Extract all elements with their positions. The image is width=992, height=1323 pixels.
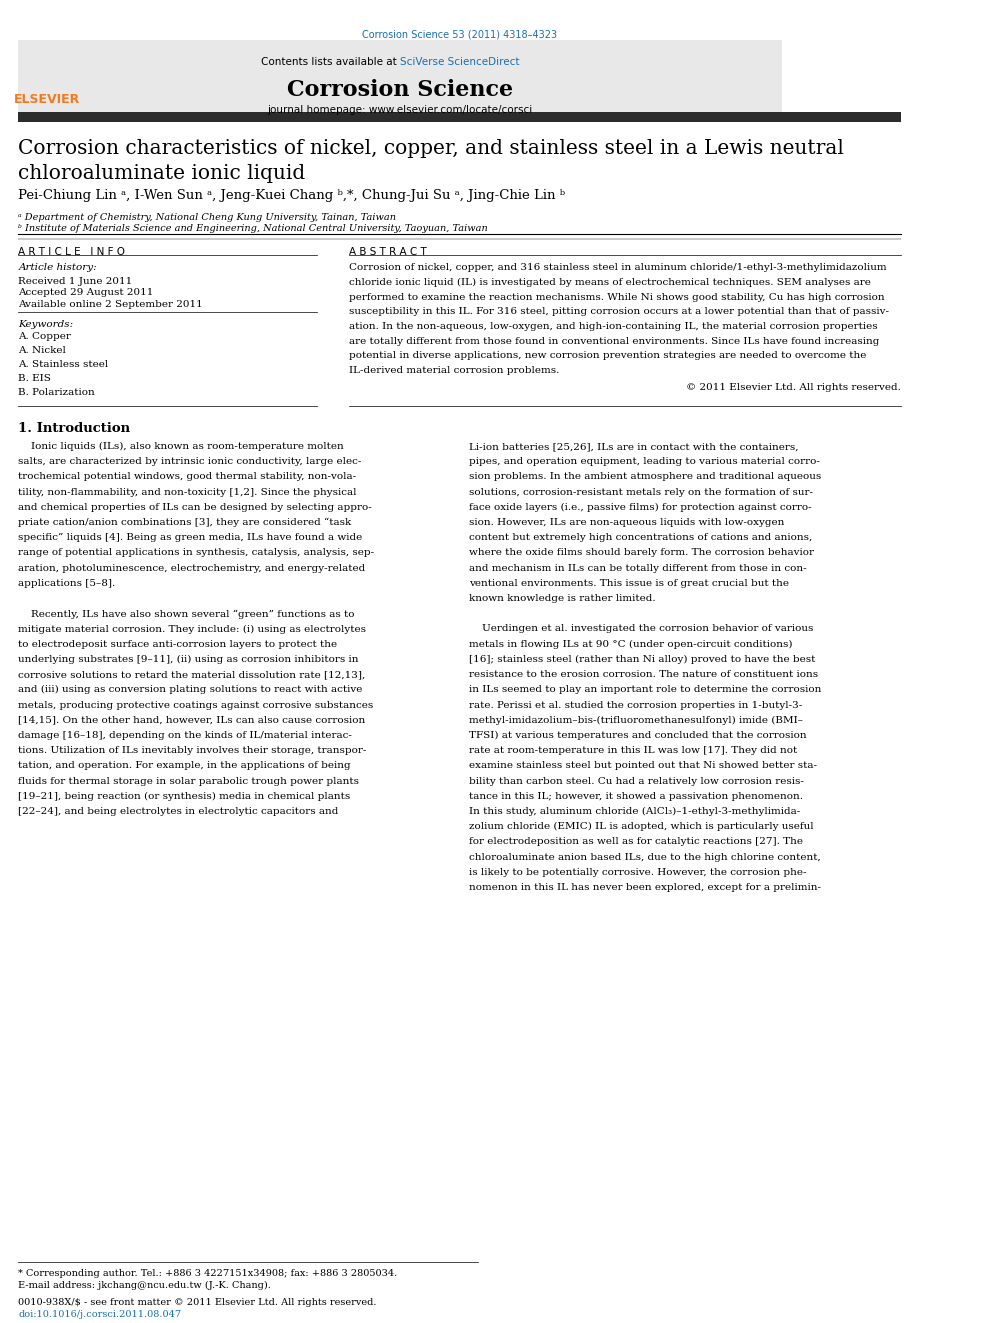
Text: [14,15]. On the other hand, however, ILs can also cause corrosion: [14,15]. On the other hand, however, ILs… [19,716,366,725]
Text: methyl-imidazolium–bis-(trifluoromethanesulfonyl) imide (BMI–: methyl-imidazolium–bis-(trifluoromethane… [469,716,803,725]
Text: sion problems. In the ambient atmosphere and traditional aqueous: sion problems. In the ambient atmosphere… [469,472,821,482]
Text: A. Copper: A. Copper [19,332,71,341]
Text: sion. However, ILs are non-aqueous liquids with low-oxygen: sion. However, ILs are non-aqueous liqui… [469,517,785,527]
Text: E-mail address: jkchang@ncu.edu.tw (J.-K. Chang).: E-mail address: jkchang@ncu.edu.tw (J.-K… [19,1281,271,1290]
Text: metals, producing protective coatings against corrosive substances: metals, producing protective coatings ag… [19,700,374,709]
Text: 1. Introduction: 1. Introduction [19,422,131,435]
Text: zolium chloride (EMIC) IL is adopted, which is particularly useful: zolium chloride (EMIC) IL is adopted, wh… [469,822,813,831]
Text: metals in flowing ILs at 90 °C (under open-circuit conditions): metals in flowing ILs at 90 °C (under op… [469,639,793,648]
Text: resistance to the erosion corrosion. The nature of constituent ions: resistance to the erosion corrosion. The… [469,669,818,679]
Text: trochemical potential windows, good thermal stability, non-vola-: trochemical potential windows, good ther… [19,472,356,482]
Text: examine stainless steel but pointed out that Ni showed better sta-: examine stainless steel but pointed out … [469,761,817,770]
Text: Pei-Chiung Lin ᵃ, I-Wen Sun ᵃ, Jeng-Kuei Chang ᵇ,*, Chung-Jui Su ᵃ, Jing-Chie Li: Pei-Chiung Lin ᵃ, I-Wen Sun ᵃ, Jeng-Kuei… [19,189,565,202]
Text: Corrosion of nickel, copper, and 316 stainless steel in aluminum chloride/1-ethy: Corrosion of nickel, copper, and 316 sta… [349,263,887,273]
Text: Ionic liquids (ILs), also known as room-temperature molten: Ionic liquids (ILs), also known as room-… [19,442,344,451]
Text: * Corresponding author. Tel.: +886 3 4227151x34908; fax: +886 3 2805034.: * Corresponding author. Tel.: +886 3 422… [19,1269,398,1278]
Text: journal homepage: www.elsevier.com/locate/corsci: journal homepage: www.elsevier.com/locat… [268,105,533,115]
Text: tility, non-flammability, and non-toxicity [1,2]. Since the physical: tility, non-flammability, and non-toxici… [19,487,357,496]
Text: Corrosion characteristics of nickel, copper, and stainless steel in a Lewis neut: Corrosion characteristics of nickel, cop… [19,139,844,157]
Text: content but extremely high concentrations of cations and anions,: content but extremely high concentration… [469,533,812,542]
Text: A. Nickel: A. Nickel [19,345,66,355]
Text: specific” liquids [4]. Being as green media, ILs have found a wide: specific” liquids [4]. Being as green me… [19,533,363,542]
Text: solutions, corrosion-resistant metals rely on the formation of sur-: solutions, corrosion-resistant metals re… [469,487,813,496]
Text: performed to examine the reaction mechanisms. While Ni shows good stability, Cu : performed to examine the reaction mechan… [349,292,885,302]
Text: chloride ionic liquid (IL) is investigated by means of electrochemical technique: chloride ionic liquid (IL) is investigat… [349,278,871,287]
Text: and (iii) using as conversion plating solutions to react with active: and (iii) using as conversion plating so… [19,685,363,695]
Text: bility than carbon steel. Cu had a relatively low corrosion resis-: bility than carbon steel. Cu had a relat… [469,777,804,786]
Text: chloroaluminate ionic liquid: chloroaluminate ionic liquid [19,164,306,183]
Text: aration, photoluminescence, electrochemistry, and energy-related: aration, photoluminescence, electrochemi… [19,564,366,573]
Text: Corrosion Science: Corrosion Science [287,79,513,102]
Text: doi:10.1016/j.corsci.2011.08.047: doi:10.1016/j.corsci.2011.08.047 [19,1310,182,1319]
Text: is likely to be potentially corrosive. However, the corrosion phe-: is likely to be potentially corrosive. H… [469,868,806,877]
Text: Uerdingen et al. investigated the corrosion behavior of various: Uerdingen et al. investigated the corros… [469,624,813,634]
Text: tance in this IL; however, it showed a passivation phenomenon.: tance in this IL; however, it showed a p… [469,791,803,800]
Text: tation, and operation. For example, in the applications of being: tation, and operation. For example, in t… [19,761,351,770]
Text: Accepted 29 August 2011: Accepted 29 August 2011 [19,288,154,298]
Text: © 2011 Elsevier Ltd. All rights reserved.: © 2011 Elsevier Ltd. All rights reserved… [686,384,901,393]
Text: tions. Utilization of ILs inevitably involves their storage, transpor-: tions. Utilization of ILs inevitably inv… [19,746,367,755]
Text: A. Stainless steel: A. Stainless steel [19,360,109,369]
Text: salts, are characterized by intrinsic ionic conductivity, large elec-: salts, are characterized by intrinsic io… [19,456,362,466]
Text: 0010-938X/$ - see front matter © 2011 Elsevier Ltd. All rights reserved.: 0010-938X/$ - see front matter © 2011 El… [19,1298,377,1307]
Text: pipes, and operation equipment, leading to various material corro-: pipes, and operation equipment, leading … [469,456,819,466]
Text: [22–24], and being electrolytes in electrolytic capacitors and: [22–24], and being electrolytes in elect… [19,807,338,816]
Text: are totally different from those found in conventional environments. Since ILs h: are totally different from those found i… [349,336,880,345]
Text: B. EIS: B. EIS [19,373,52,382]
Text: IL-derived material corrosion problems.: IL-derived material corrosion problems. [349,366,559,376]
FancyBboxPatch shape [19,112,901,122]
Text: underlying substrates [9–11], (ii) using as corrosion inhibitors in: underlying substrates [9–11], (ii) using… [19,655,359,664]
Text: B. Polarization: B. Polarization [19,388,95,397]
Text: ation. In the non-aqueous, low-oxygen, and high-ion-containing IL, the material : ation. In the non-aqueous, low-oxygen, a… [349,321,878,331]
Text: Received 1 June 2011: Received 1 June 2011 [19,277,133,286]
Text: corrosive solutions to retard the material dissolution rate [12,13],: corrosive solutions to retard the materi… [19,669,366,679]
Text: Contents lists available at: Contents lists available at [261,57,400,67]
Text: Keywords:: Keywords: [19,320,73,329]
Text: Recently, ILs have also shown several “green” functions as to: Recently, ILs have also shown several “g… [19,609,355,619]
Text: range of potential applications in synthesis, catalysis, analysis, sep-: range of potential applications in synth… [19,548,375,557]
Text: face oxide layers (i.e., passive films) for protection against corro-: face oxide layers (i.e., passive films) … [469,503,811,512]
FancyBboxPatch shape [19,40,782,112]
Text: nomenon in this IL has never been explored, except for a prelimin-: nomenon in this IL has never been explor… [469,882,821,892]
Text: Li-ion batteries [25,26], ILs are in contact with the containers,: Li-ion batteries [25,26], ILs are in con… [469,442,799,451]
Text: susceptibility in this IL. For 316 steel, pitting corrosion occurs at a lower po: susceptibility in this IL. For 316 steel… [349,307,890,316]
Text: damage [16–18], depending on the kinds of IL/material interac-: damage [16–18], depending on the kinds o… [19,730,352,740]
Text: where the oxide films should barely form. The corrosion behavior: where the oxide films should barely form… [469,548,814,557]
Text: potential in diverse applications, new corrosion prevention strategies are neede: potential in diverse applications, new c… [349,352,867,360]
Text: In this study, aluminum chloride (AlCl₃)–1-ethyl-3-methylimida-: In this study, aluminum chloride (AlCl₃)… [469,807,801,816]
Text: Article history:: Article history: [19,263,97,273]
Text: Corrosion Science 53 (2011) 4318–4323: Corrosion Science 53 (2011) 4318–4323 [362,29,558,40]
Text: applications [5–8].: applications [5–8]. [19,578,116,587]
Text: chloroaluminate anion based ILs, due to the high chlorine content,: chloroaluminate anion based ILs, due to … [469,852,820,861]
Text: ELSEVIER: ELSEVIER [14,93,80,106]
Text: for electrodeposition as well as for catalytic reactions [27]. The: for electrodeposition as well as for cat… [469,837,803,847]
Text: A B S T R A C T: A B S T R A C T [349,247,428,258]
Text: [16]; stainless steel (rather than Ni alloy) proved to have the best: [16]; stainless steel (rather than Ni al… [469,655,815,664]
Text: ᵃ Department of Chemistry, National Cheng Kung University, Tainan, Taiwan: ᵃ Department of Chemistry, National Chen… [19,213,397,222]
Text: A R T I C L E   I N F O: A R T I C L E I N F O [19,247,125,258]
Text: mitigate material corrosion. They include: (i) using as electrolytes: mitigate material corrosion. They includ… [19,624,366,634]
Text: to electrodeposit surface anti-corrosion layers to protect the: to electrodeposit surface anti-corrosion… [19,639,337,648]
Text: priate cation/anion combinations [3], they are considered “task: priate cation/anion combinations [3], th… [19,517,351,528]
Text: SciVerse ScienceDirect: SciVerse ScienceDirect [400,57,520,67]
Text: Available online 2 September 2011: Available online 2 September 2011 [19,300,203,310]
Text: and chemical properties of ILs can be designed by selecting appro-: and chemical properties of ILs can be de… [19,503,372,512]
Text: ventional environments. This issue is of great crucial but the: ventional environments. This issue is of… [469,578,789,587]
Text: fluids for thermal storage in solar parabolic trough power plants: fluids for thermal storage in solar para… [19,777,359,786]
Text: and mechanism in ILs can be totally different from those in con-: and mechanism in ILs can be totally diff… [469,564,806,573]
Text: in ILs seemed to play an important role to determine the corrosion: in ILs seemed to play an important role … [469,685,821,695]
Text: [19–21], being reaction (or synthesis) media in chemical plants: [19–21], being reaction (or synthesis) m… [19,791,350,800]
Text: TFSI) at various temperatures and concluded that the corrosion: TFSI) at various temperatures and conclu… [469,730,806,740]
Text: ᵇ Institute of Materials Science and Engineering, National Central University, T: ᵇ Institute of Materials Science and Eng… [19,224,488,233]
Text: rate. Perissi et al. studied the corrosion properties in 1-butyl-3-: rate. Perissi et al. studied the corrosi… [469,700,803,709]
Text: rate at room-temperature in this IL was low [17]. They did not: rate at room-temperature in this IL was … [469,746,798,755]
Text: known knowledge is rather limited.: known knowledge is rather limited. [469,594,656,603]
